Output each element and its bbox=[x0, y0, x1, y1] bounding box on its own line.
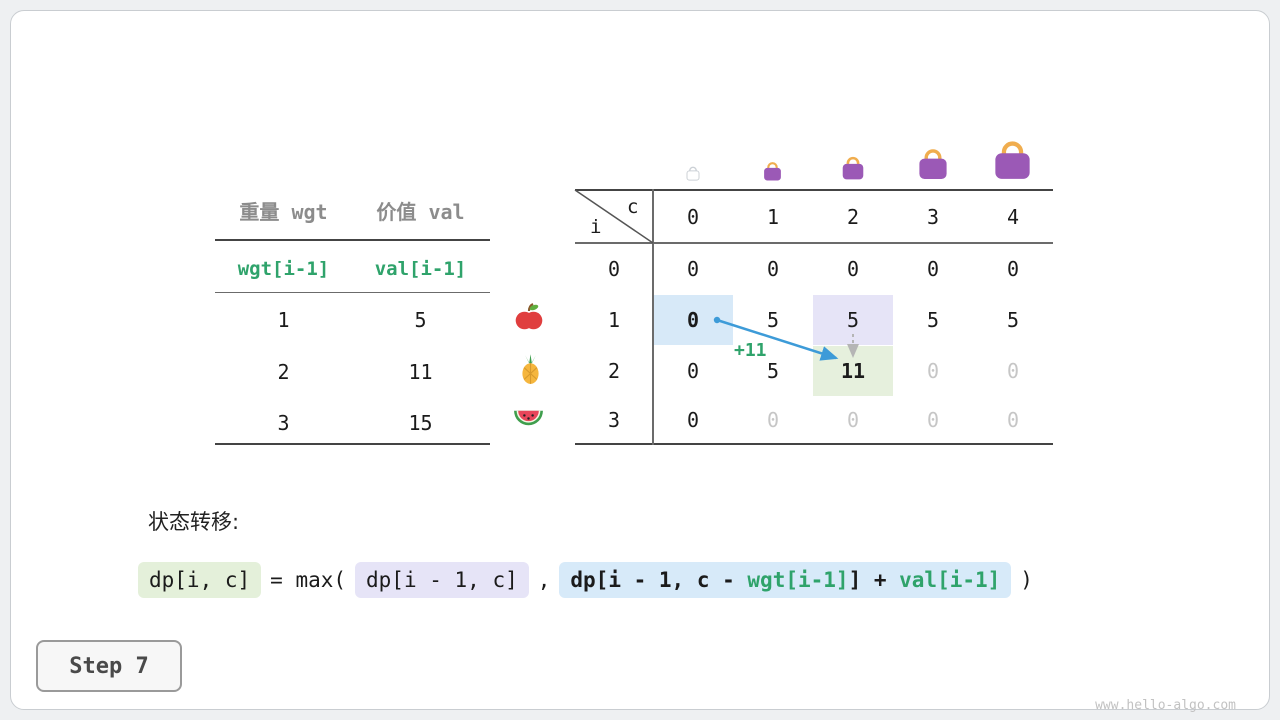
dp-col-header-4: 4 bbox=[1006, 204, 1020, 229]
dp-col-header-3: 3 bbox=[926, 204, 940, 229]
formula-arg1-chip: dp[i - 1, c] bbox=[355, 562, 529, 598]
dp-table-header-border bbox=[575, 242, 1053, 244]
dp-cell-2-4: 0 bbox=[1006, 359, 1020, 383]
bag-capacity-3-icon bbox=[919, 149, 947, 179]
formula-arg2-val: val[i-1] bbox=[899, 568, 1001, 592]
item-table-formula-val: val[i-1] bbox=[374, 258, 467, 280]
dp-col-header-2: 2 bbox=[846, 204, 860, 229]
bag-capacity-2-icon bbox=[842, 156, 864, 180]
dp-cell-0-3: 0 bbox=[926, 257, 940, 281]
dp-cell-1-3: 5 bbox=[926, 308, 940, 332]
formula-eq-max: = max( bbox=[270, 568, 347, 592]
item-table-header-border bbox=[215, 239, 490, 241]
dp-cell-3-1: 0 bbox=[766, 408, 780, 432]
bag-capacity-4-icon bbox=[995, 141, 1030, 179]
apple-icon bbox=[515, 303, 543, 330]
item-table-divider bbox=[215, 292, 490, 293]
dp-cell-3-3: 0 bbox=[926, 408, 940, 432]
dp-cell-1-0: 0 bbox=[686, 308, 700, 332]
item-table-header-value: 价值 val bbox=[376, 200, 465, 224]
dp-col-header-1: 1 bbox=[766, 204, 780, 229]
dp-row-header-1: 1 bbox=[607, 308, 621, 332]
plus-value-label: +11 bbox=[734, 340, 767, 361]
dp-cell-0-2: 0 bbox=[846, 257, 860, 281]
item-wgt-2: 2 bbox=[277, 360, 290, 384]
dp-cell-2-0: 0 bbox=[686, 359, 700, 383]
corner-row-var: i bbox=[590, 216, 602, 238]
transition-formula: dp[i, c] = max( dp[i - 1, c] , dp[i - 1,… bbox=[138, 562, 1033, 598]
item-table-formula-wgt: wgt[i-1] bbox=[237, 258, 330, 280]
item-wgt-1: 1 bbox=[277, 308, 290, 332]
step-badge: Step 7 bbox=[36, 640, 182, 692]
dp-cell-1-2: 5 bbox=[846, 308, 860, 332]
bag-capacity-1-icon bbox=[764, 162, 781, 181]
watermark: www.hello-algo.com bbox=[1095, 698, 1236, 713]
dp-row-header-0: 0 bbox=[607, 257, 621, 281]
dp-table-vertical-border bbox=[652, 189, 654, 445]
dp-table-top-border bbox=[575, 189, 1053, 191]
item-table-bottom-border bbox=[215, 443, 490, 445]
dp-table-bottom-border bbox=[575, 443, 1053, 445]
item-wgt-3: 3 bbox=[277, 411, 290, 435]
pineapple-icon bbox=[522, 354, 539, 384]
dp-cell-2-2: 11 bbox=[840, 359, 866, 383]
dp-cell-2-3: 0 bbox=[926, 359, 940, 383]
dp-cell-1-1: 5 bbox=[766, 308, 780, 332]
empty-bag-icon bbox=[686, 166, 700, 181]
dp-row-header-2: 2 bbox=[607, 359, 621, 383]
dp-col-header-0: 0 bbox=[686, 204, 700, 229]
dp-cell-3-2: 0 bbox=[846, 408, 860, 432]
dp-cell-3-4: 0 bbox=[1006, 408, 1020, 432]
formula-arg2-wgt: wgt[i-1] bbox=[747, 568, 849, 592]
formula-close-paren: ) bbox=[1020, 568, 1033, 592]
item-val-3: 15 bbox=[408, 411, 433, 435]
dp-cell-0-0: 0 bbox=[686, 257, 700, 281]
formula-lhs-chip: dp[i, c] bbox=[138, 562, 262, 598]
dp-row-header-3: 3 bbox=[607, 408, 621, 432]
dp-cell-1-4: 5 bbox=[1006, 308, 1020, 332]
formula-separator: , bbox=[537, 568, 551, 592]
transition-label: 状态转移: bbox=[148, 510, 240, 534]
formula-arg2-chip: dp[i - 1, c - wgt[i-1]] + val[i-1] bbox=[559, 562, 1012, 598]
dp-cell-0-1: 0 bbox=[766, 257, 780, 281]
dp-cell-2-1: 5 bbox=[766, 359, 780, 383]
dp-cell-3-0: 0 bbox=[686, 408, 700, 432]
watermelon-icon bbox=[514, 410, 543, 426]
formula-arg2-part1: dp[i - 1, c - bbox=[570, 568, 748, 592]
corner-col-var: c bbox=[627, 196, 639, 218]
dp-cell-0-4: 0 bbox=[1006, 257, 1020, 281]
item-table-header-weight: 重量 wgt bbox=[239, 200, 328, 224]
formula-arg2-part2: ] + bbox=[848, 568, 900, 592]
item-val-2: 11 bbox=[408, 360, 433, 384]
item-val-1: 5 bbox=[414, 308, 427, 332]
